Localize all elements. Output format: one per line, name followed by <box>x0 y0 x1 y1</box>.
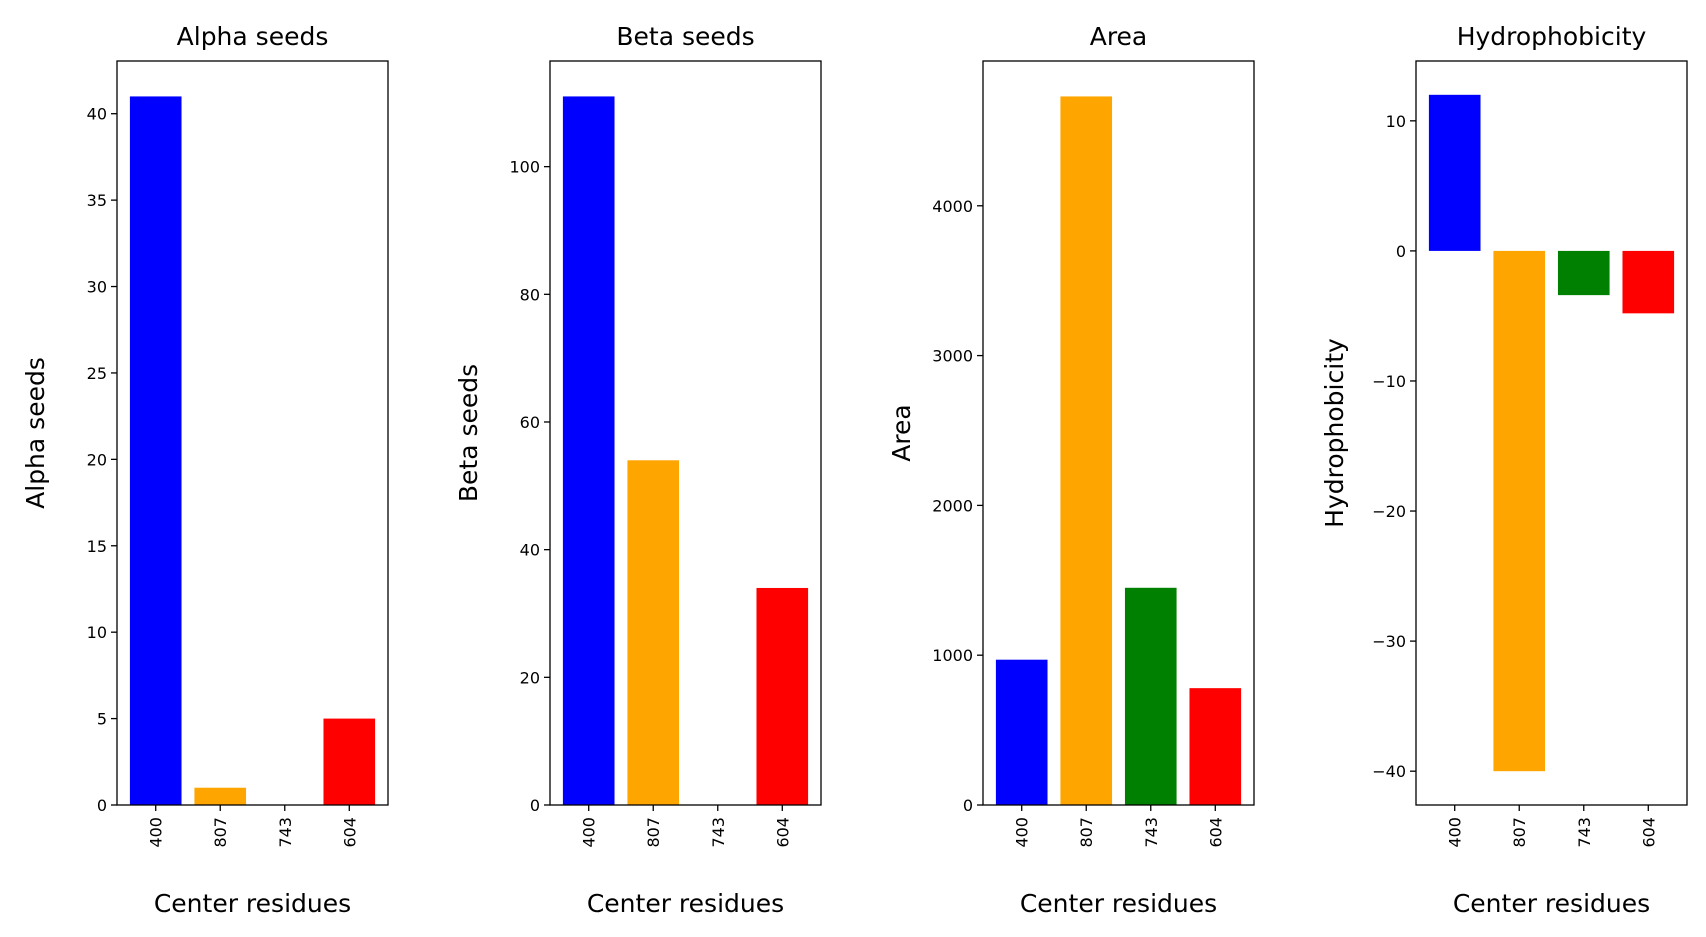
y-tick-label: −20 <box>1372 502 1406 521</box>
y-tick-label: 15 <box>87 537 107 556</box>
bar-807 <box>627 460 680 805</box>
y-tick-label: 3000 <box>932 347 973 366</box>
x-tick-label: 400 <box>580 817 599 848</box>
x-tick-label: 743 <box>1142 817 1161 848</box>
y-tick-label: 40 <box>87 105 107 124</box>
bar-807 <box>194 787 247 805</box>
y-tick-label: 25 <box>87 364 107 383</box>
bar-604 <box>756 587 809 805</box>
y-tick-label: 4000 <box>932 197 973 216</box>
axes-frame <box>549 60 822 806</box>
bar-807 <box>1060 96 1113 805</box>
x-tick-label: 743 <box>1575 817 1594 848</box>
subplot-1: 0 5 10 15 20 25 30 35 40 400 807 743 604 Alpha seeds C… <box>21 22 389 918</box>
x-tick-label: 604 <box>773 817 792 848</box>
y-tick-label: 100 <box>509 158 540 177</box>
bar-604 <box>1189 688 1242 805</box>
y-tick-label: 40 <box>520 541 540 560</box>
bar-743 <box>1557 250 1610 296</box>
x-tick-label: 604 <box>340 817 359 848</box>
subplot-title: Hydrophobicity <box>1457 22 1647 51</box>
y-tick-label: 35 <box>87 191 107 210</box>
subplot-title: Beta seeds <box>616 22 754 51</box>
axes-frame <box>982 60 1255 806</box>
x-tick-label: 604 <box>1206 817 1225 848</box>
bar-604 <box>1622 250 1675 314</box>
x-axis-label: Center residues <box>1020 889 1217 918</box>
axes-frame <box>116 60 389 806</box>
y-tick-label: 0 <box>97 796 107 815</box>
x-tick-label: 807 <box>211 817 230 848</box>
subplot-3: 0 1000 2000 3000 4000 400 807 743 604 Area Center … <box>887 22 1255 918</box>
y-tick-label: 80 <box>520 285 540 304</box>
y-tick-label: 0 <box>530 796 540 815</box>
x-tick-label: 400 <box>147 817 166 848</box>
y-axis-label: Hydrophobicity <box>1320 338 1349 528</box>
y-axis-label: Beta seeds <box>454 364 483 502</box>
subplot-title: Alpha seeds <box>177 22 329 51</box>
x-tick-label: 807 <box>644 817 663 848</box>
bar-400 <box>995 659 1048 805</box>
x-axis-label: Center residues <box>1453 889 1650 918</box>
x-tick-label: 400 <box>1013 817 1032 848</box>
y-tick-label: 20 <box>87 450 107 469</box>
x-tick-label: 604 <box>1639 817 1658 848</box>
subplot-title: Area <box>1090 22 1148 51</box>
x-tick-label: 400 <box>1446 817 1465 848</box>
y-tick-label: 10 <box>1386 112 1406 131</box>
x-tick-label: 743 <box>709 817 728 848</box>
bar-400 <box>1428 94 1481 251</box>
y-tick-label: 0 <box>1396 242 1406 261</box>
y-tick-label: 60 <box>520 413 540 432</box>
y-tick-label: 1000 <box>932 646 973 665</box>
y-tick-label: 2000 <box>932 496 973 515</box>
subplot-4: −40 −30 −20 −10 0 10 400 807 743 604 Hydrophobicit… <box>1320 22 1688 918</box>
y-tick-label: 0 <box>963 796 973 815</box>
y-tick-label: −30 <box>1372 632 1406 651</box>
x-axis-label: Center residues <box>587 889 784 918</box>
y-tick-label: −10 <box>1372 372 1406 391</box>
bar-743 <box>1124 587 1177 805</box>
y-tick-label: 10 <box>87 623 107 642</box>
x-tick-label: 807 <box>1077 817 1096 848</box>
y-tick-label: 5 <box>97 710 107 729</box>
y-axis-label: Alpha seeds <box>21 357 50 509</box>
y-tick-label: 20 <box>520 668 540 687</box>
y-axis-label: Area <box>887 404 916 462</box>
axes-frame <box>1415 60 1688 806</box>
subplot-2: 0 20 40 60 80 100 400 807 743 604 Beta seeds Center… <box>454 22 822 918</box>
x-tick-label: 807 <box>1510 817 1529 848</box>
bar-807 <box>1493 250 1546 772</box>
x-axis-label: Center residues <box>154 889 351 918</box>
y-tick-label: −40 <box>1372 762 1406 781</box>
bar-400 <box>562 96 615 805</box>
bar-604 <box>323 718 376 805</box>
bar-400 <box>129 96 182 805</box>
x-tick-label: 743 <box>276 817 295 848</box>
y-tick-label: 30 <box>87 278 107 297</box>
